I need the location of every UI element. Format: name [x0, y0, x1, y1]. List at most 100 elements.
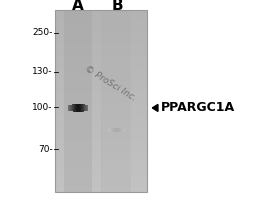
- Bar: [102, 72, 131, 74]
- Bar: [116, 128, 117, 132]
- Bar: [64, 44, 92, 46]
- Bar: [64, 28, 92, 31]
- Bar: [55, 142, 147, 144]
- Bar: [55, 65, 147, 67]
- Bar: [102, 153, 131, 156]
- Bar: [102, 53, 131, 56]
- Bar: [80, 104, 81, 112]
- Bar: [55, 92, 147, 94]
- Bar: [64, 97, 92, 99]
- Bar: [55, 67, 147, 69]
- Bar: [102, 42, 131, 44]
- Bar: [102, 121, 131, 124]
- Bar: [102, 21, 131, 24]
- Bar: [102, 158, 131, 160]
- Bar: [64, 167, 92, 169]
- Bar: [55, 162, 147, 165]
- Bar: [84, 104, 85, 111]
- Bar: [102, 101, 131, 103]
- Bar: [64, 183, 92, 185]
- Bar: [102, 126, 131, 128]
- Bar: [55, 44, 147, 46]
- Bar: [102, 78, 131, 81]
- Bar: [102, 178, 131, 181]
- Bar: [55, 69, 147, 72]
- Bar: [55, 153, 147, 156]
- Bar: [102, 119, 131, 121]
- Polygon shape: [152, 104, 158, 112]
- Bar: [55, 135, 147, 137]
- Bar: [64, 26, 92, 28]
- Bar: [64, 142, 92, 144]
- Text: © ProSci Inc.: © ProSci Inc.: [83, 64, 137, 103]
- Bar: [55, 15, 147, 17]
- Bar: [102, 69, 131, 72]
- Bar: [55, 78, 147, 81]
- Bar: [64, 101, 92, 103]
- Bar: [115, 128, 116, 132]
- Bar: [64, 92, 92, 94]
- Bar: [64, 12, 92, 15]
- Bar: [79, 104, 80, 112]
- Bar: [55, 28, 147, 31]
- Bar: [55, 176, 147, 178]
- Bar: [64, 103, 92, 106]
- Bar: [55, 110, 147, 112]
- Bar: [64, 176, 92, 178]
- Bar: [74, 104, 75, 112]
- Bar: [55, 56, 147, 58]
- Bar: [102, 149, 131, 151]
- Bar: [64, 37, 92, 40]
- Bar: [55, 137, 147, 140]
- Bar: [102, 19, 131, 21]
- Bar: [64, 60, 92, 62]
- Bar: [83, 104, 84, 112]
- Bar: [55, 60, 147, 62]
- Bar: [64, 106, 92, 108]
- Bar: [102, 81, 131, 83]
- Bar: [102, 142, 131, 144]
- Bar: [64, 190, 92, 192]
- Bar: [64, 187, 92, 190]
- Bar: [73, 104, 74, 112]
- Bar: [102, 156, 131, 158]
- Bar: [102, 140, 131, 142]
- Bar: [102, 162, 131, 165]
- Text: PPARGC1A: PPARGC1A: [161, 101, 235, 114]
- Bar: [64, 94, 92, 97]
- Bar: [102, 128, 131, 130]
- Bar: [55, 124, 147, 126]
- Bar: [86, 105, 87, 111]
- Text: 70-: 70-: [38, 145, 52, 154]
- Bar: [119, 128, 120, 132]
- Bar: [55, 72, 147, 74]
- Bar: [102, 176, 131, 178]
- Bar: [64, 115, 92, 117]
- Bar: [55, 90, 147, 92]
- Bar: [55, 146, 147, 149]
- Bar: [64, 74, 92, 76]
- Bar: [123, 128, 124, 132]
- Bar: [55, 190, 147, 192]
- Bar: [64, 140, 92, 142]
- Bar: [102, 87, 131, 90]
- Bar: [114, 128, 115, 132]
- Bar: [55, 174, 147, 176]
- Bar: [64, 24, 92, 26]
- Bar: [55, 19, 147, 21]
- Bar: [102, 24, 131, 26]
- Bar: [64, 33, 92, 35]
- Bar: [64, 119, 92, 121]
- Bar: [70, 105, 71, 111]
- Bar: [64, 162, 92, 165]
- Bar: [64, 112, 92, 115]
- Bar: [64, 128, 92, 130]
- Bar: [64, 110, 92, 112]
- Bar: [64, 67, 92, 69]
- Bar: [64, 56, 92, 58]
- Bar: [85, 105, 86, 111]
- Bar: [55, 46, 147, 49]
- Bar: [64, 87, 92, 90]
- Bar: [64, 49, 92, 51]
- Bar: [64, 156, 92, 158]
